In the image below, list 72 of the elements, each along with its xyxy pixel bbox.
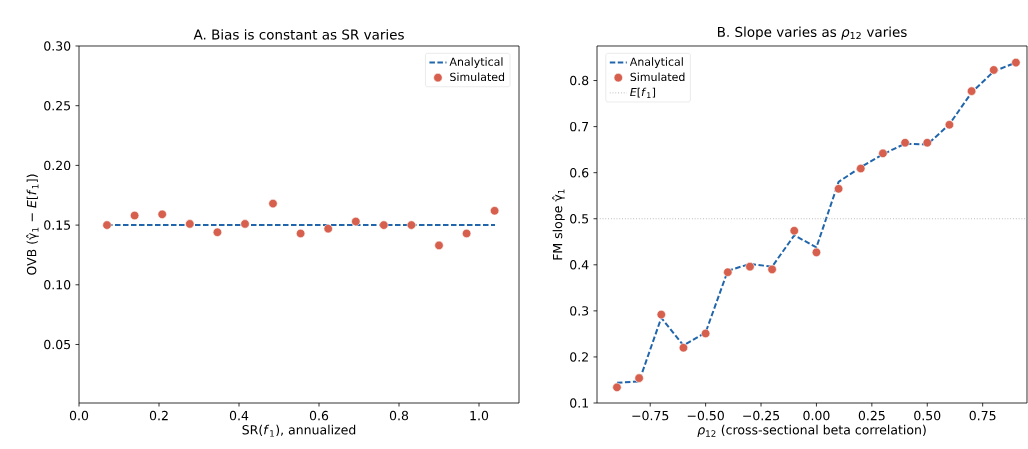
point — [240, 219, 250, 229]
y-tick-label: 0.6 — [570, 167, 589, 178]
legend-label: Simulated — [630, 72, 685, 82]
point — [490, 206, 500, 216]
x-tick-label: 0.75 — [969, 410, 996, 421]
y-axis-title: OVB (γ̂$_{1}$ − E[f$_{1}$]) — [26, 174, 39, 275]
point — [922, 138, 932, 148]
point — [185, 219, 195, 229]
legend-label: E[f$_{1}$] — [630, 87, 656, 98]
point — [966, 86, 977, 96]
y-axis-title: FM slope γ̂$_{1}$ — [552, 189, 565, 260]
x-tick-label: −0.50 — [687, 410, 724, 421]
point — [811, 247, 822, 257]
chart-title: A. Bias is constant as SR varies — [193, 29, 404, 40]
x-tick-label: 0.6 — [309, 410, 329, 421]
x-tick-label: −0.75 — [632, 410, 669, 421]
point — [767, 264, 777, 275]
point — [634, 373, 644, 383]
point — [1011, 57, 1021, 68]
x-tick-label: 0.50 — [914, 410, 941, 421]
point — [406, 220, 416, 230]
point — [212, 227, 222, 237]
point — [462, 228, 472, 239]
legend-label: Analytical — [629, 57, 683, 68]
y-tick-label: 0.15 — [44, 220, 71, 230]
x-axis-title: SR(f$_{1}$), annualized — [242, 424, 356, 437]
x-tick-label: −0.25 — [743, 410, 780, 421]
point — [351, 216, 361, 227]
y-tick-label: 0.8 — [570, 75, 589, 86]
point — [944, 120, 955, 130]
x-tick-label: 0.2 — [149, 410, 168, 421]
chart-title: B. Slope varies as ρ$_{12}$ varies — [718, 26, 907, 40]
point — [612, 382, 622, 392]
point — [323, 224, 333, 234]
point — [745, 262, 755, 272]
y-tick-label: 0.10 — [44, 280, 71, 290]
point — [296, 228, 306, 239]
point — [434, 240, 444, 250]
point — [678, 343, 689, 353]
point — [834, 184, 844, 194]
y-tick-label: 0.7 — [570, 121, 589, 132]
x-tick-label: 0.0 — [69, 410, 89, 421]
point — [102, 220, 112, 230]
x-tick-label: 0.00 — [803, 410, 830, 421]
y-tick-label: 0.2 — [570, 352, 588, 362]
legend-label: Analytical — [449, 57, 503, 68]
x-tick-label: 0.8 — [389, 410, 409, 421]
point — [379, 220, 389, 230]
x-axis-title: ρ$_{12}$ (cross-sectional beta correlation) — [697, 424, 926, 437]
point — [989, 65, 999, 75]
point — [701, 328, 711, 339]
point — [656, 309, 666, 320]
y-tick-label: 0.25 — [44, 100, 71, 111]
y-tick-label: 0.4 — [570, 260, 589, 270]
point — [130, 210, 140, 221]
point — [268, 199, 278, 209]
point — [856, 163, 866, 174]
y-tick-label: 0.05 — [44, 339, 71, 350]
x-tick-label: 1.0 — [470, 410, 489, 421]
point — [900, 138, 910, 148]
legend-label: Simulated — [450, 72, 505, 82]
point — [157, 209, 167, 219]
y-tick-label: 0.30 — [44, 41, 71, 51]
x-tick-label: 0.25 — [858, 410, 885, 421]
x-tick-label: 0.4 — [229, 410, 249, 421]
y-tick-label: 0.5 — [570, 214, 589, 224]
point — [878, 148, 888, 158]
point — [723, 267, 733, 277]
y-tick-label: 0.3 — [570, 306, 589, 316]
y-tick-label: 0.20 — [44, 160, 71, 171]
point — [789, 226, 799, 236]
y-tick-label: 0.1 — [570, 398, 588, 408]
